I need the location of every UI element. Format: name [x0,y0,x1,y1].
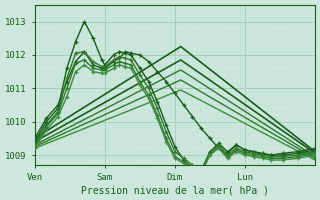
X-axis label: Pression niveau de la mer( hPa ): Pression niveau de la mer( hPa ) [81,185,269,195]
